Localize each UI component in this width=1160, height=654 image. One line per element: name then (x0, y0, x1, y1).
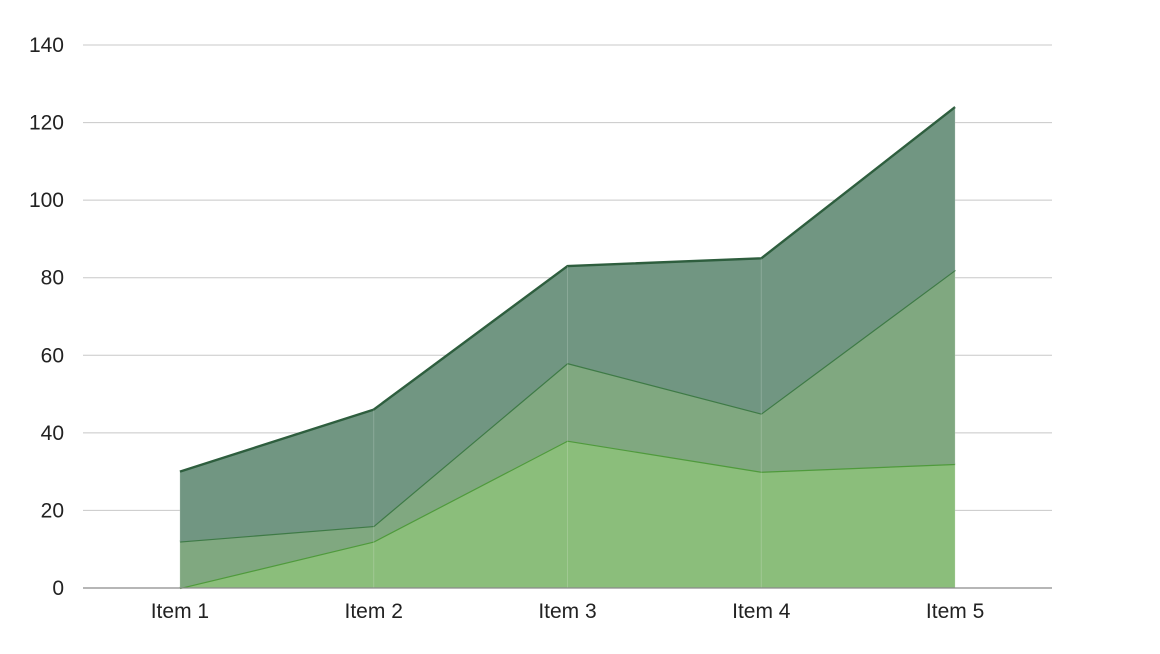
area-series-1 (179, 440, 956, 588)
x-tick-label-3: Item 3 (538, 600, 596, 623)
y-tick-label-80: 80 (41, 267, 64, 290)
x-tick-label-4: Item 4 (732, 600, 791, 623)
x-tick-label-2: Item 2 (345, 600, 403, 623)
y-axis: 0 20 40 60 80 100 120 140 (29, 34, 64, 600)
x-tick-label-5: Item 5 (926, 600, 984, 623)
y-tick-label-20: 20 (41, 499, 64, 522)
y-tick-label-60: 60 (41, 344, 64, 367)
series-line-3 (179, 106, 956, 473)
x-axis: Item 1 Item 2 Item 3 Item 4 Item 5 (83, 587, 1052, 623)
y-tick-label-0: 0 (52, 577, 64, 600)
area-series-3 (179, 107, 956, 542)
area-series (179, 106, 956, 590)
area-series-2 (179, 269, 956, 588)
y-tick-label-120: 120 (29, 112, 64, 135)
x-tick-label-1: Item 1 (151, 600, 209, 623)
y-tick-label-140: 140 (29, 34, 64, 57)
y-tick-label-40: 40 (41, 422, 64, 445)
y-tick-label-100: 100 (29, 189, 64, 212)
